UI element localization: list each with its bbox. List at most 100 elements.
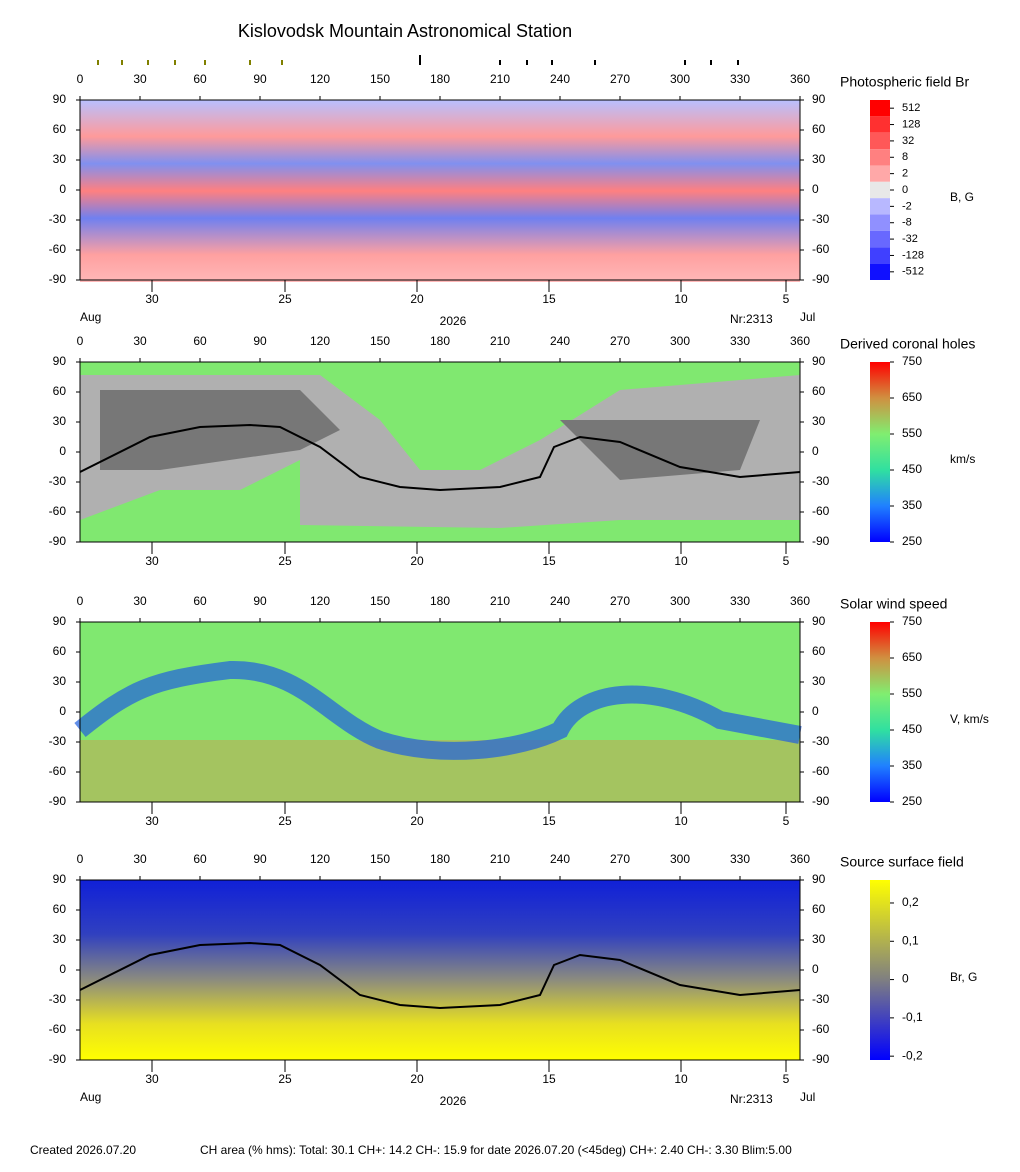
y-tick-label: 30 <box>53 152 67 166</box>
map-background <box>74 100 802 1060</box>
colorbar-level <box>870 181 890 199</box>
y-tick-label: -30 <box>812 734 830 748</box>
colorbar-label: 0,1 <box>902 933 919 947</box>
y-tick-label: -90 <box>812 272 830 286</box>
x-tick-label: 240 <box>550 334 570 348</box>
y-tick-label: -60 <box>49 764 67 778</box>
x-tick-label: 210 <box>490 594 510 608</box>
colorbar-label: 0 <box>902 184 908 196</box>
panel-title: Derived coronal holes <box>840 336 975 352</box>
date-tick-label: 15 <box>542 1072 556 1086</box>
x-tick-label: 330 <box>730 334 750 348</box>
x-tick-label: 90 <box>253 72 267 86</box>
x-tick-label: 120 <box>310 594 330 608</box>
y-tick-label: 30 <box>53 674 67 688</box>
x-tick-label: 180 <box>430 594 450 608</box>
x-tick-label: 120 <box>310 334 330 348</box>
colorbar-label: -32 <box>902 233 918 245</box>
colorbar-level <box>870 198 890 215</box>
colorbar-label: -2 <box>902 200 912 212</box>
x-tick-label: 300 <box>670 852 690 866</box>
y-tick-label: -30 <box>812 212 830 226</box>
colorbar-level <box>870 116 890 133</box>
date-tick-label: 20 <box>410 292 424 306</box>
y-tick-label: 60 <box>53 384 67 398</box>
y-tick-label: -30 <box>49 734 67 748</box>
colorbar-label: 0,2 <box>902 895 919 909</box>
y-tick-label: -30 <box>49 212 67 226</box>
colorbar-label: -8 <box>902 217 912 229</box>
date-tick-label: 5 <box>783 1072 790 1086</box>
y-tick-label: 60 <box>812 384 826 398</box>
x-tick-label: 120 <box>310 72 330 86</box>
colorbar-label: 0 <box>902 972 909 986</box>
colorbar-label: 128 <box>902 118 920 130</box>
x-tick-label: 330 <box>730 594 750 608</box>
colorbar-label: 550 <box>902 686 922 700</box>
y-tick-label: 90 <box>53 872 67 886</box>
colorbar-label: 450 <box>902 722 922 736</box>
y-tick-label: 60 <box>53 644 67 658</box>
date-tick-label: 10 <box>674 554 688 568</box>
y-tick-label: -90 <box>49 272 67 286</box>
colorbar-level <box>870 247 890 264</box>
month-label: Aug <box>80 1090 101 1104</box>
x-tick-label: 120 <box>310 852 330 866</box>
colorbar-label: 8 <box>902 151 908 163</box>
colorbar-level <box>870 149 890 166</box>
colorbar-level <box>870 230 890 248</box>
x-tick-label: 150 <box>370 72 390 86</box>
x-tick-label: 210 <box>490 852 510 866</box>
y-tick-label: 90 <box>53 354 67 368</box>
y-tick-label: 90 <box>812 872 826 886</box>
y-tick-label: -90 <box>812 534 830 548</box>
rotation-label: Nr:2313 <box>730 1092 773 1106</box>
date-tick-label: 15 <box>542 292 556 306</box>
date-tick-label: 20 <box>410 814 424 828</box>
year-label: 2026 <box>440 314 467 328</box>
x-tick-label: 0 <box>77 852 84 866</box>
x-tick-label: 60 <box>193 594 207 608</box>
x-tick-label: 60 <box>193 72 207 86</box>
x-tick-label: 210 <box>490 72 510 86</box>
y-tick-label: 90 <box>812 92 826 106</box>
colorbar-label: 450 <box>902 462 922 476</box>
y-tick-label: 60 <box>53 122 67 136</box>
y-tick-label: 0 <box>812 182 819 196</box>
colorbar <box>870 880 890 1060</box>
colorbar-label: 650 <box>902 390 922 404</box>
date-tick-label: 30 <box>145 554 159 568</box>
colorbar-label: 250 <box>902 534 922 548</box>
x-tick-label: 60 <box>193 334 207 348</box>
x-tick-label: 330 <box>730 72 750 86</box>
created-label: Created 2026.07.20 <box>30 1143 136 1157</box>
unit-label: km/s <box>950 452 975 466</box>
date-tick-label: 10 <box>674 814 688 828</box>
colorbar-label: -0,2 <box>902 1048 923 1062</box>
date-tick-label: 25 <box>278 1072 292 1086</box>
y-tick-label: 60 <box>812 644 826 658</box>
date-tick-label: 15 <box>542 814 556 828</box>
colorbar-label: 2 <box>902 168 908 180</box>
ch-area-summary: CH area (% hms): Total: 30.1 CH+: 14.2 C… <box>200 1143 792 1157</box>
date-tick-label: 30 <box>145 292 159 306</box>
y-tick-label: -30 <box>812 474 830 488</box>
x-tick-label: 90 <box>253 852 267 866</box>
top-markers <box>97 55 739 65</box>
y-tick-label: 30 <box>53 414 67 428</box>
x-tick-label: 30 <box>133 334 147 348</box>
x-tick-label: 180 <box>430 334 450 348</box>
x-tick-label: 300 <box>670 72 690 86</box>
date-tick-label: 25 <box>278 292 292 306</box>
colorbar-label: 650 <box>902 650 922 664</box>
y-tick-label: 0 <box>59 182 66 196</box>
y-tick-label: 90 <box>53 614 67 628</box>
panel-title: Source surface field <box>840 854 964 870</box>
colorbar-level <box>870 100 890 117</box>
x-tick-label: 30 <box>133 594 147 608</box>
y-tick-label: -90 <box>49 794 67 808</box>
x-tick-label: 150 <box>370 852 390 866</box>
y-tick-label: -60 <box>812 504 830 518</box>
month-label: Jul <box>800 1090 815 1104</box>
y-tick-label: -60 <box>812 1022 830 1036</box>
